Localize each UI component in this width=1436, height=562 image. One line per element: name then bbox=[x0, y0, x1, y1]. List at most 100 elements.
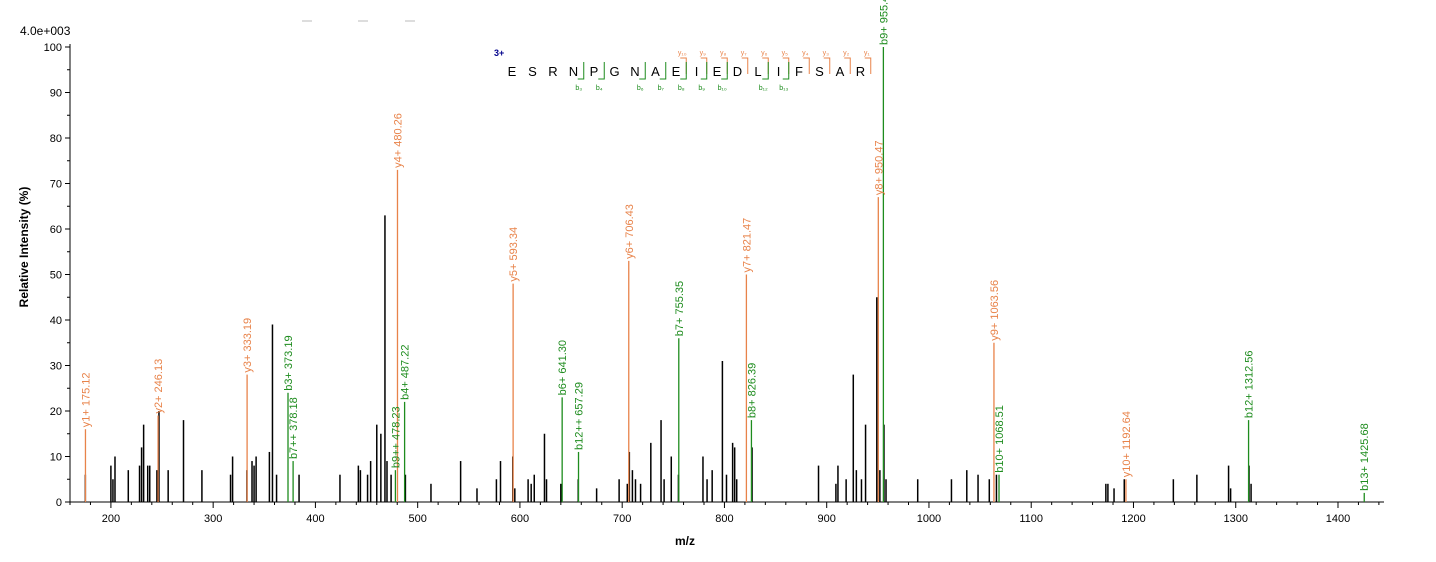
y-tick-label: 10 bbox=[50, 452, 62, 464]
peak-label: y4+ 480.26 bbox=[392, 113, 404, 168]
y-tick-label: 70 bbox=[50, 179, 62, 191]
x-tick-label: 1200 bbox=[1121, 513, 1145, 525]
peak-labels: y1+ 175.12 y2+ 246.13 y3+ 333.19 b3+ 373.19… bbox=[80, 0, 1371, 491]
y-ion-bracket bbox=[844, 57, 851, 74]
x-tick-label: 900 bbox=[818, 513, 836, 525]
peak-label: y8+ 950.47 bbox=[873, 140, 885, 195]
peak-label: b12+ 1312.56 bbox=[1244, 350, 1256, 418]
residue-letter: F bbox=[795, 64, 803, 79]
b-ion-label: b₁₃ bbox=[779, 85, 788, 92]
b-ion-bracket bbox=[762, 62, 769, 80]
y-tick-label: 50 bbox=[50, 270, 62, 282]
residue-letter: I bbox=[777, 64, 781, 79]
peak-label: b3+ 373.19 bbox=[283, 335, 295, 390]
peak-label: y7+ 821.47 bbox=[741, 218, 753, 273]
residue-letter: P bbox=[590, 64, 599, 79]
residue-letter: R bbox=[856, 64, 865, 79]
b-ion-bracket bbox=[721, 62, 728, 80]
b-ion-bracket bbox=[598, 62, 605, 80]
b-ion-label: b₁₀ bbox=[718, 85, 727, 92]
x-tick-label: 700 bbox=[613, 513, 631, 525]
y-ion-bracket bbox=[864, 57, 872, 74]
x-tick-label: 600 bbox=[511, 513, 529, 525]
peak-label: b7+ 755.35 bbox=[674, 281, 686, 336]
y-tick-label: 60 bbox=[50, 224, 62, 236]
peak-label: b8+ 826.39 bbox=[746, 363, 758, 418]
y-ion-label: y₆ bbox=[761, 50, 768, 57]
residue-letter: L bbox=[754, 64, 761, 79]
peak-label: y2+ 246.13 bbox=[153, 359, 165, 414]
b-ion-bracket bbox=[680, 62, 687, 80]
y-ion-label: y₁ bbox=[864, 50, 871, 57]
y-ion-label: y₇ bbox=[741, 50, 748, 57]
y-ion-label: y₉ bbox=[700, 50, 707, 57]
axes: 0 10 20 30 40 50 60 70 80 90 100 200 300 400 500 600 700… bbox=[44, 42, 1384, 525]
y-ion-bracket bbox=[823, 57, 831, 74]
b-ion-label: b₇ bbox=[658, 85, 665, 92]
x-tick-label: 1000 bbox=[917, 513, 941, 525]
y-tick-label: 30 bbox=[50, 361, 62, 373]
y-ion-bracket bbox=[762, 57, 769, 74]
peak-label: b4+ 487.22 bbox=[400, 345, 412, 400]
y-tick-label: 40 bbox=[50, 315, 62, 327]
x-axis-title: m/z bbox=[675, 534, 695, 548]
x-tick-label: 500 bbox=[408, 513, 426, 525]
residue-letter: A bbox=[836, 64, 845, 79]
x-tick-label: 800 bbox=[715, 513, 733, 525]
y-tick-label: 100 bbox=[44, 42, 62, 54]
peak-label: b13+ 1425.68 bbox=[1359, 423, 1371, 491]
y-tick-label: 0 bbox=[56, 497, 62, 509]
y-ion-bracket bbox=[721, 57, 728, 74]
peak-label: y10+ 1192.64 bbox=[1121, 411, 1133, 477]
b-ion-label: b₉ bbox=[698, 85, 705, 92]
y-ion-label: y₂ bbox=[843, 50, 850, 57]
x-tick-label: 1300 bbox=[1223, 513, 1247, 525]
residue-letter: N bbox=[569, 64, 578, 79]
peak-label: b10+ 1068.51 bbox=[994, 405, 1006, 473]
b-ion-bracket bbox=[659, 62, 667, 80]
y-tick-label: 90 bbox=[50, 88, 62, 100]
peak-label: y1+ 175.12 bbox=[80, 372, 92, 427]
y-ion-label: y₅ bbox=[782, 50, 789, 57]
x-tick-label: 1400 bbox=[1326, 513, 1350, 525]
peak-label: y5+ 593.34 bbox=[508, 227, 520, 282]
residue-letter: E bbox=[713, 64, 722, 79]
peak-label: b9+ 955.43 bbox=[878, 0, 890, 45]
b-ion-label: b₃ bbox=[575, 85, 582, 92]
b-ion-bracket bbox=[639, 62, 646, 80]
y-ion-label: y₁₀ bbox=[678, 50, 687, 57]
residue-letter: N bbox=[630, 64, 639, 79]
residue-letter: E bbox=[508, 64, 517, 79]
peak-label: b7++ 378.18 bbox=[288, 397, 300, 459]
y-ion-label: y₄ bbox=[802, 50, 809, 57]
y-ion-label: y₃ bbox=[823, 50, 830, 57]
b-ion-label: b₆ bbox=[637, 85, 644, 92]
b-ion-label: b₈ bbox=[678, 85, 685, 92]
y-ion-bracket bbox=[803, 57, 810, 74]
x-tick-label: 1100 bbox=[1019, 513, 1043, 525]
y-tick-label: 80 bbox=[50, 133, 62, 145]
y-ion-label: y₈ bbox=[720, 50, 727, 57]
residue-letter: R bbox=[548, 64, 557, 79]
y-axis-title: Relative Intensity (%) bbox=[17, 187, 31, 308]
b-ion-bracket bbox=[577, 62, 585, 80]
peak-label: b9++ 478.23 bbox=[390, 406, 402, 468]
b-ion-label: b₄ bbox=[596, 85, 603, 92]
y-ion-bracket bbox=[700, 57, 708, 74]
x-tick-label: 400 bbox=[306, 513, 324, 525]
x-tick-label: 300 bbox=[204, 513, 222, 525]
residue-letter: D bbox=[733, 64, 742, 79]
b-ion-bracket bbox=[700, 62, 708, 80]
peak-label: y9+ 1063.56 bbox=[989, 280, 1001, 341]
y-tick-label: 20 bbox=[50, 406, 62, 418]
x-tick-label: 200 bbox=[102, 513, 120, 525]
residue-letter: I bbox=[695, 64, 699, 79]
peak-label: b6+ 641.30 bbox=[557, 340, 569, 395]
residue-letter: E bbox=[672, 64, 681, 79]
charge-state-label: 3+ bbox=[494, 48, 504, 58]
intensity-scale-label: 4.0e+003 bbox=[20, 24, 71, 38]
peak-label: b12++ 657.29 bbox=[574, 382, 586, 450]
peak-label: y6+ 706.43 bbox=[624, 204, 636, 259]
